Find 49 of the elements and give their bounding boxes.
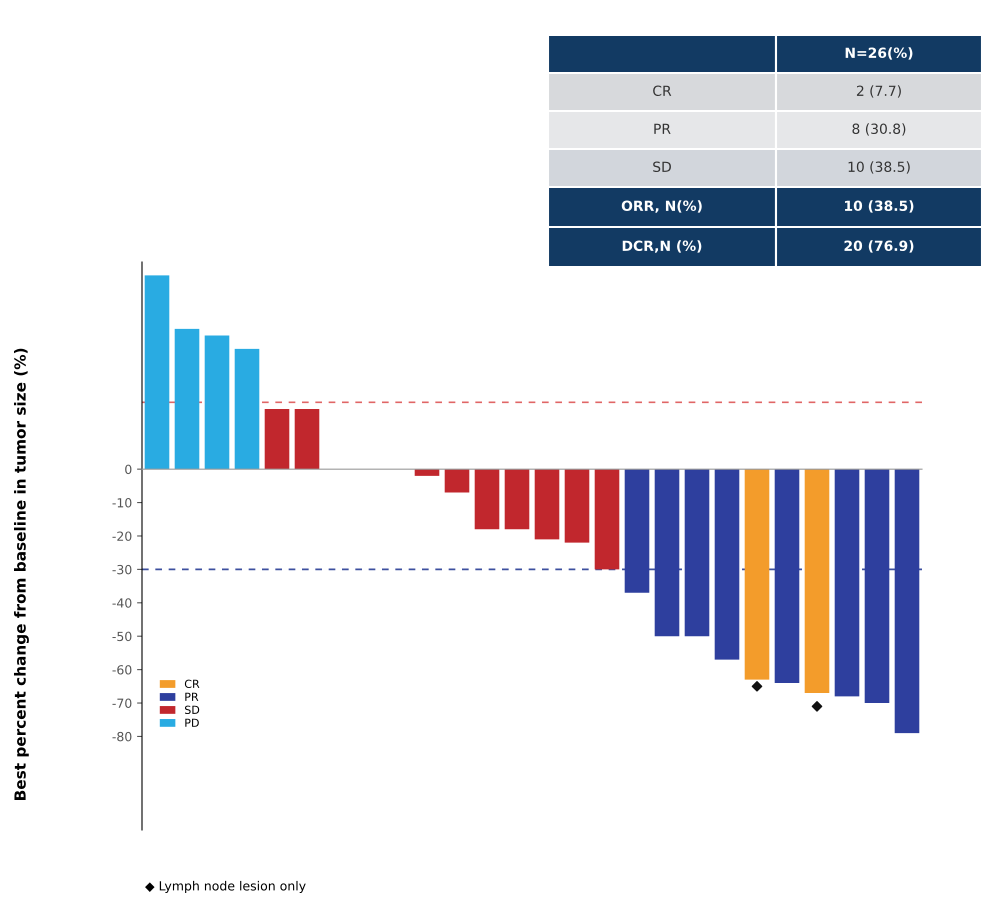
category-label: PR <box>654 124 671 134</box>
bar <box>564 469 590 543</box>
y-axis-title: Best percent change from baseline in tumor size (%) <box>14 348 29 800</box>
bar <box>204 336 230 470</box>
text: 8 (30.8) <box>852 123 906 136</box>
bar <box>744 469 770 680</box>
bar <box>534 469 560 540</box>
bar <box>864 469 890 704</box>
category-label: DCR,N (%) <box>622 240 702 253</box>
bar <box>654 469 680 636</box>
y-tick-label: -10 <box>112 498 132 508</box>
y-tick-label: -30 <box>112 564 132 574</box>
bar <box>834 469 860 696</box>
y-tick-label: 0 <box>125 464 132 474</box>
text: 10 (38.5) <box>845 200 914 213</box>
bar <box>714 469 740 660</box>
text: 20 (76.9) <box>844 240 914 253</box>
legend-label: SD <box>184 706 200 714</box>
y-tick-label: -60 <box>112 665 132 675</box>
bar <box>414 469 440 476</box>
bar <box>684 469 710 636</box>
legend-label: CR <box>184 680 200 688</box>
y-tick-label: -50 <box>112 632 132 642</box>
bar <box>894 469 920 734</box>
y-tick-label: -70 <box>112 698 132 708</box>
legend-label: PR <box>185 692 198 701</box>
bar <box>174 328 200 470</box>
bar <box>294 409 320 470</box>
bar <box>594 469 620 570</box>
category-label: SD <box>653 162 671 172</box>
bar <box>504 469 530 530</box>
category-label: CR <box>653 86 672 96</box>
bar <box>624 469 650 593</box>
y-tick-label: -20 <box>112 531 132 541</box>
bar <box>264 409 290 470</box>
bar <box>774 469 800 683</box>
text: 10 (38.5) <box>848 161 910 174</box>
bar <box>144 275 170 470</box>
y-tick-label: -80 <box>112 732 132 742</box>
category-label: ORR, N(%) <box>622 200 702 213</box>
text: 2 (7.7) <box>856 85 901 98</box>
bar <box>804 469 830 694</box>
text: N=26(%) <box>846 47 912 60</box>
y-tick-label: -40 <box>112 598 132 608</box>
bar <box>474 469 500 530</box>
legend-label: PD <box>185 718 199 727</box>
bar <box>234 348 260 470</box>
text: ◆ Lymph node lesion only <box>145 880 306 893</box>
bar <box>444 469 470 493</box>
